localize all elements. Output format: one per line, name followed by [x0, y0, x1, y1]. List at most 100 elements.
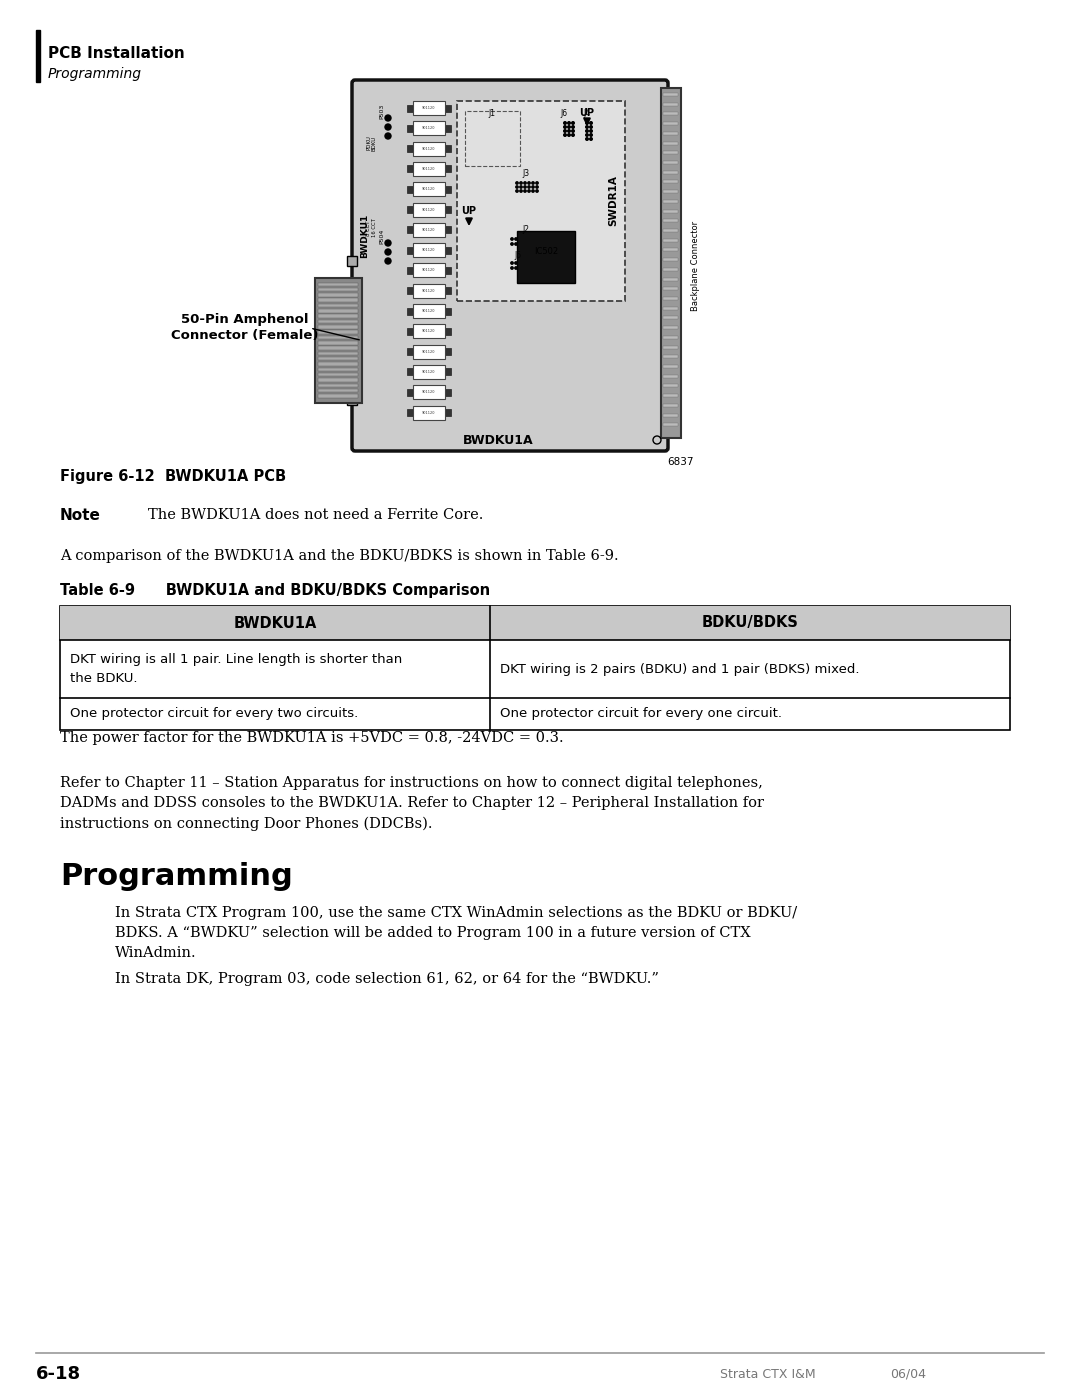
Bar — [407, 409, 413, 416]
Circle shape — [568, 122, 570, 124]
Bar — [661, 88, 681, 439]
Text: 6837: 6837 — [666, 457, 693, 467]
Bar — [413, 243, 445, 257]
Circle shape — [571, 134, 575, 137]
Text: 16 CCT: 16 CCT — [373, 218, 378, 237]
Circle shape — [536, 186, 538, 189]
Text: IC502: IC502 — [534, 246, 558, 256]
Text: The power factor for the BWDKU1A is +5VDC = 0.8, -24VDC = 0.3.: The power factor for the BWDKU1A is +5VD… — [60, 731, 564, 745]
Circle shape — [590, 122, 592, 124]
Bar — [445, 205, 451, 212]
Text: DKT wiring is 2 pairs (BDKU) and 1 pair (BDKS) mixed.: DKT wiring is 2 pairs (BDKU) and 1 pair … — [500, 662, 860, 676]
Bar — [663, 210, 678, 212]
Text: 901120: 901120 — [422, 411, 435, 415]
Bar — [663, 229, 678, 232]
Bar — [445, 409, 451, 416]
Bar — [318, 309, 357, 313]
Bar — [663, 258, 678, 261]
Bar — [318, 299, 357, 302]
Bar — [663, 219, 678, 222]
Bar — [663, 122, 678, 126]
Text: Refer to Chapter 11 – Station Apparatus for instructions on how to connect digit: Refer to Chapter 11 – Station Apparatus … — [60, 775, 764, 831]
Text: BDKU/BDKS: BDKU/BDKS — [702, 616, 798, 630]
Bar — [407, 369, 413, 376]
Bar — [318, 335, 357, 339]
Text: SWDR1A: SWDR1A — [608, 176, 618, 226]
Circle shape — [524, 190, 526, 193]
Text: A comparison of the BWDKU1A and the BDKU/BDKS is shown in Table 6-9.: A comparison of the BWDKU1A and the BDKU… — [60, 549, 619, 563]
Bar — [318, 388, 357, 393]
Text: 50-Pin Amphenol: 50-Pin Amphenol — [181, 313, 309, 327]
Text: 901120: 901120 — [422, 228, 435, 232]
Bar — [445, 247, 451, 254]
Text: Connector (Female): Connector (Female) — [172, 330, 319, 342]
Circle shape — [590, 126, 592, 129]
Bar — [663, 298, 678, 300]
Circle shape — [511, 261, 513, 264]
Text: 901120: 901120 — [422, 390, 435, 394]
Bar — [407, 226, 413, 233]
Circle shape — [511, 267, 513, 270]
Circle shape — [518, 267, 522, 270]
Bar — [445, 226, 451, 233]
Bar — [318, 341, 357, 345]
Bar — [413, 141, 445, 155]
Circle shape — [564, 126, 566, 129]
Text: PDKU: PDKU — [366, 136, 372, 151]
Circle shape — [515, 267, 517, 270]
Bar — [465, 110, 519, 166]
Text: DKT wiring is all 1 pair. Line length is shorter than
the BDKU.: DKT wiring is all 1 pair. Line length is… — [70, 654, 402, 685]
Circle shape — [530, 237, 534, 240]
Bar — [413, 222, 445, 237]
Bar — [663, 268, 678, 271]
Bar — [36, 29, 40, 82]
Text: Programming: Programming — [60, 862, 293, 891]
Bar — [60, 606, 1010, 640]
Bar — [413, 264, 445, 278]
Text: Figure 6-12  BWDKU1A PCB: Figure 6-12 BWDKU1A PCB — [60, 468, 286, 483]
Bar — [318, 303, 357, 307]
Bar — [318, 346, 357, 349]
Bar — [663, 249, 678, 251]
Bar — [318, 367, 357, 372]
Circle shape — [515, 243, 517, 246]
Bar — [407, 124, 413, 131]
Bar — [318, 326, 357, 328]
Bar — [318, 352, 357, 355]
Text: 901120: 901120 — [422, 126, 435, 130]
Bar — [663, 151, 678, 154]
Text: J3: J3 — [522, 169, 529, 177]
Bar — [663, 200, 678, 203]
Text: UP: UP — [461, 205, 476, 217]
Circle shape — [524, 182, 526, 184]
Circle shape — [590, 134, 592, 137]
Bar — [445, 105, 451, 112]
Text: 901120: 901120 — [422, 268, 435, 272]
Bar — [663, 423, 678, 426]
Text: 901120: 901120 — [422, 330, 435, 334]
Bar — [407, 145, 413, 152]
Bar — [407, 165, 413, 172]
Text: 901120: 901120 — [422, 147, 435, 151]
Circle shape — [515, 237, 517, 240]
Bar — [445, 388, 451, 395]
Bar — [413, 405, 445, 419]
Circle shape — [564, 122, 566, 124]
Bar — [413, 386, 445, 400]
Bar — [663, 161, 678, 163]
Circle shape — [384, 258, 391, 264]
Bar — [315, 278, 362, 402]
Circle shape — [528, 182, 530, 184]
Bar — [407, 328, 413, 335]
Circle shape — [535, 237, 537, 240]
Bar — [407, 267, 413, 274]
Bar — [318, 288, 357, 292]
Bar — [445, 369, 451, 376]
Text: P503: P503 — [379, 103, 384, 119]
Bar — [445, 145, 451, 152]
Circle shape — [564, 134, 566, 137]
Circle shape — [585, 134, 589, 137]
Bar — [318, 379, 357, 381]
Bar — [407, 348, 413, 355]
Circle shape — [590, 130, 592, 133]
